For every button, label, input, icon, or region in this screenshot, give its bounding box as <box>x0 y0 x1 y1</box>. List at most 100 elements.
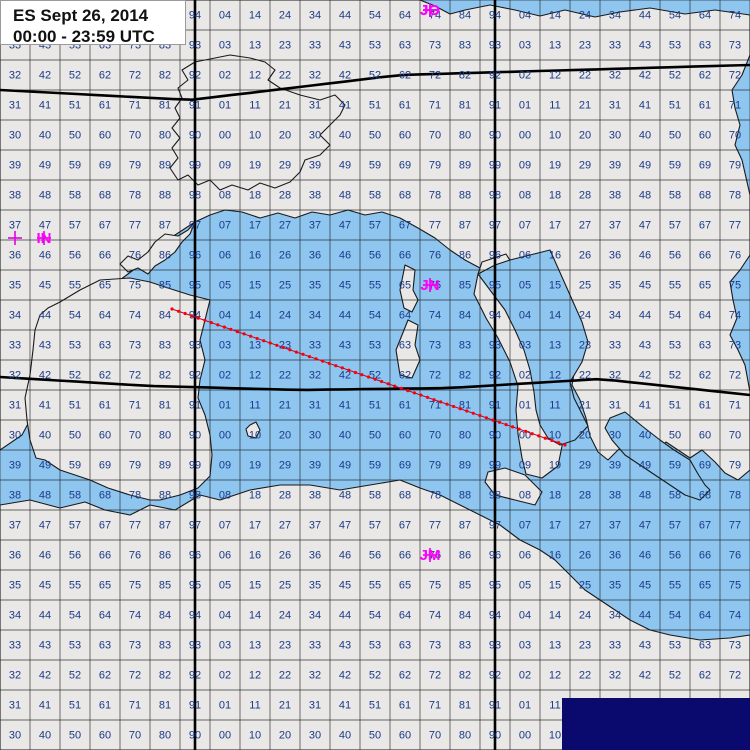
svg-text:50: 50 <box>369 130 381 142</box>
svg-text:56: 56 <box>669 550 681 562</box>
svg-text:25: 25 <box>579 580 591 592</box>
svg-text:96: 96 <box>489 550 501 562</box>
svg-text:56: 56 <box>69 550 81 562</box>
svg-text:69: 69 <box>399 160 411 172</box>
svg-text:05: 05 <box>519 580 531 592</box>
svg-text:35: 35 <box>609 280 621 292</box>
svg-text:21: 21 <box>279 700 291 712</box>
svg-text:48: 48 <box>639 490 651 502</box>
svg-text:71: 71 <box>729 100 741 112</box>
svg-text:97: 97 <box>189 220 201 232</box>
svg-text:29: 29 <box>279 160 291 172</box>
svg-text:22: 22 <box>579 70 591 82</box>
svg-text:12: 12 <box>249 70 261 82</box>
svg-text:33: 33 <box>9 340 21 352</box>
svg-text:53: 53 <box>369 640 381 652</box>
svg-text:16: 16 <box>549 550 561 562</box>
svg-text:09: 09 <box>519 160 531 172</box>
svg-text:92: 92 <box>189 70 201 82</box>
svg-text:08: 08 <box>519 190 531 202</box>
svg-text:90: 90 <box>189 130 201 142</box>
svg-text:12: 12 <box>549 670 561 682</box>
svg-text:96: 96 <box>489 250 501 262</box>
svg-text:72: 72 <box>429 70 441 82</box>
svg-text:62: 62 <box>399 370 411 382</box>
svg-text:06: 06 <box>219 550 231 562</box>
svg-text:67: 67 <box>399 220 411 232</box>
svg-text:74: 74 <box>429 610 441 622</box>
svg-text:76: 76 <box>429 250 441 262</box>
svg-text:89: 89 <box>459 160 471 172</box>
svg-text:50: 50 <box>669 430 681 442</box>
svg-text:74: 74 <box>429 310 441 322</box>
svg-text:89: 89 <box>159 160 171 172</box>
svg-text:49: 49 <box>339 160 351 172</box>
svg-text:91: 91 <box>189 400 201 412</box>
svg-text:72: 72 <box>429 670 441 682</box>
svg-text:02: 02 <box>219 70 231 82</box>
svg-text:99: 99 <box>189 160 201 172</box>
svg-text:06: 06 <box>519 250 531 262</box>
svg-text:55: 55 <box>369 280 381 292</box>
svg-text:41: 41 <box>339 400 351 412</box>
svg-text:86: 86 <box>159 250 171 262</box>
svg-text:04: 04 <box>519 610 531 622</box>
svg-text:72: 72 <box>429 370 441 382</box>
svg-text:39: 39 <box>309 460 321 472</box>
svg-text:24: 24 <box>579 310 591 322</box>
svg-text:20: 20 <box>279 130 291 142</box>
svg-text:72: 72 <box>729 370 741 382</box>
svg-text:51: 51 <box>669 400 681 412</box>
svg-text:69: 69 <box>699 160 711 172</box>
svg-text:55: 55 <box>69 280 81 292</box>
svg-text:43: 43 <box>339 640 351 652</box>
svg-text:49: 49 <box>639 460 651 472</box>
svg-text:84: 84 <box>159 610 171 622</box>
svg-text:93: 93 <box>189 640 201 652</box>
svg-text:13: 13 <box>249 40 261 52</box>
svg-text:08: 08 <box>219 190 231 202</box>
svg-text:69: 69 <box>699 460 711 472</box>
svg-text:12: 12 <box>249 670 261 682</box>
svg-text:01: 01 <box>219 400 231 412</box>
svg-text:78: 78 <box>429 490 441 502</box>
svg-text:35: 35 <box>309 580 321 592</box>
svg-text:00: 00 <box>519 130 531 142</box>
svg-text:00: 00 <box>219 430 231 442</box>
svg-text:01: 01 <box>519 400 531 412</box>
svg-text:54: 54 <box>669 310 681 322</box>
svg-text:48: 48 <box>39 490 51 502</box>
svg-text:73: 73 <box>129 640 141 652</box>
svg-text:66: 66 <box>699 250 711 262</box>
svg-text:84: 84 <box>459 10 471 22</box>
svg-text:08: 08 <box>519 490 531 502</box>
svg-text:40: 40 <box>39 730 51 742</box>
svg-text:77: 77 <box>729 220 741 232</box>
svg-text:23: 23 <box>579 640 591 652</box>
svg-text:62: 62 <box>399 70 411 82</box>
svg-text:JN: JN <box>420 277 439 294</box>
svg-text:80: 80 <box>159 430 171 442</box>
svg-text:00: 00 <box>219 130 231 142</box>
svg-text:77: 77 <box>729 520 741 532</box>
svg-text:42: 42 <box>339 70 351 82</box>
svg-text:87: 87 <box>159 220 171 232</box>
svg-text:53: 53 <box>69 340 81 352</box>
svg-text:45: 45 <box>639 280 651 292</box>
svg-text:33: 33 <box>309 40 321 52</box>
svg-text:34: 34 <box>9 310 21 322</box>
svg-text:04: 04 <box>519 10 531 22</box>
svg-text:37: 37 <box>9 220 21 232</box>
svg-text:39: 39 <box>9 460 21 472</box>
svg-text:04: 04 <box>519 310 531 322</box>
svg-text:83: 83 <box>459 340 471 352</box>
svg-text:34: 34 <box>309 310 321 322</box>
svg-text:62: 62 <box>699 370 711 382</box>
svg-text:79: 79 <box>729 160 741 172</box>
svg-text:11: 11 <box>249 400 260 412</box>
svg-text:12: 12 <box>249 370 261 382</box>
svg-text:64: 64 <box>399 10 411 22</box>
svg-text:94: 94 <box>489 310 501 322</box>
svg-text:11: 11 <box>249 700 260 712</box>
svg-text:51: 51 <box>669 100 681 112</box>
